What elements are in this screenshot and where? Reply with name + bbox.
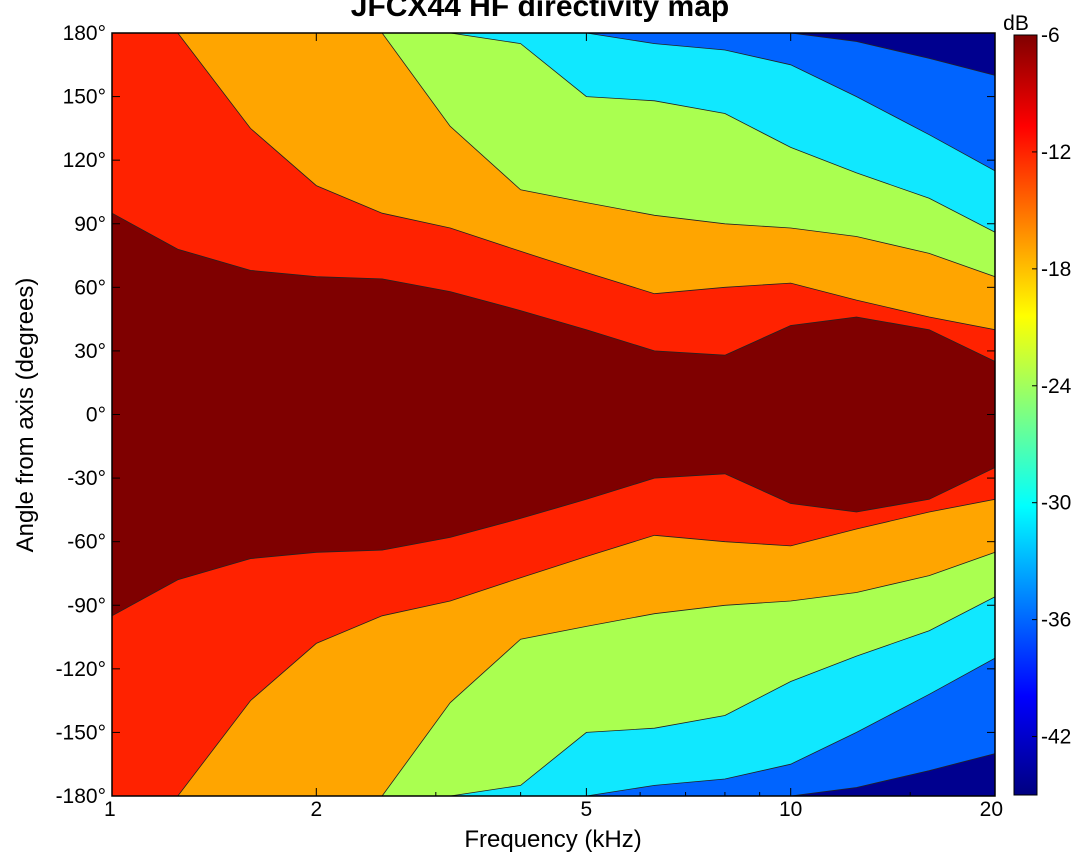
x-tick-label: 1 — [104, 798, 116, 821]
contour-band-minus-24dB-angle-lower — [112, 596, 995, 796]
y-tick-label: 90° — [74, 213, 106, 236]
x-tick-label: 5 — [581, 798, 593, 821]
colorbar-tick-label: -12 — [1041, 141, 1071, 164]
colorbar-tick-label: -18 — [1041, 258, 1071, 281]
y-tick-label: 60° — [74, 276, 106, 299]
colorbar-tick-label: -24 — [1041, 375, 1072, 398]
y-tick-label: -150° — [56, 721, 106, 744]
y-axis-label: Angle from axis (degrees) — [12, 278, 39, 553]
x-tick-label: 2 — [310, 798, 322, 821]
y-tick-label: -180° — [56, 785, 106, 808]
y-tick-label: 150° — [63, 86, 106, 109]
plot-area — [112, 33, 995, 796]
contour-band-minus-24dB-angle-upper — [112, 33, 995, 233]
colorbar-gradient — [1013, 34, 1038, 796]
y-axis: 180° 150° 120° 90° 60° 30° 0° -30° -60° -90° -120°… — [56, 22, 995, 808]
contour-band-minus-36dB-angle-upper — [112, 33, 995, 76]
chart-title: JFCX44 HF directivity map — [351, 0, 729, 23]
y-tick-label: 120° — [63, 149, 106, 172]
colorbar-tick-label: -30 — [1041, 492, 1071, 515]
y-tick-label: -120° — [56, 658, 106, 681]
colorbar-tick-label: -36 — [1041, 609, 1071, 632]
x-tick-label: 10 — [779, 798, 802, 821]
colorbar-tick-label: -6 — [1041, 24, 1060, 47]
x-tick-label: 20 — [980, 798, 1003, 821]
colorbar-tick-label: -42 — [1041, 726, 1071, 749]
y-tick-label: 180° — [63, 22, 106, 45]
x-axis-label: Frequency (kHz) — [464, 826, 641, 853]
y-tick-label: 0° — [86, 404, 106, 427]
colorbar-label: dB — [1003, 12, 1029, 35]
y-tick-label: -90° — [67, 594, 106, 617]
y-tick-label: -30° — [67, 467, 106, 490]
contour-band-minus-36dB-angle-lower — [112, 753, 995, 796]
colorbar: dB -6 -12 -18 -24 -30 -36 -42 — [1003, 12, 1072, 796]
x-axis: 1 2 5 10 20 — [104, 33, 1003, 821]
y-tick-label: -60° — [67, 531, 106, 554]
y-tick-label: 30° — [74, 340, 106, 363]
